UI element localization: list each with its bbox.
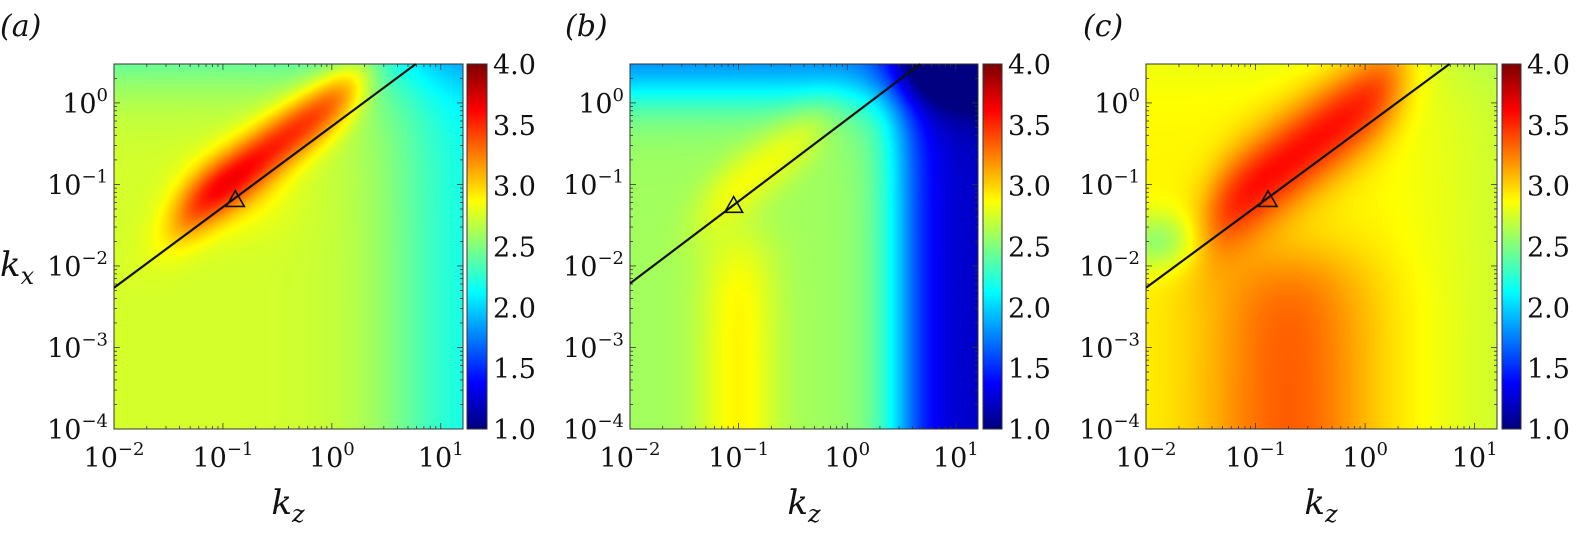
y-tick-label: 100 <box>62 85 108 120</box>
heatmap-field <box>114 64 463 429</box>
colorbar-frame <box>466 63 488 430</box>
x-tick-label: 101 <box>1452 439 1498 474</box>
colorbar-tick-label: 1.0 <box>493 415 536 446</box>
y-tick-labels: 10−4 10−3 10−2 10−1 100 <box>47 85 108 446</box>
y-tick-labels: 10−4 10−3 10−2 10−1 100 <box>563 85 624 446</box>
colorbar-tick-label: 4.0 <box>493 50 536 81</box>
x-tick-label: 100 <box>309 439 355 474</box>
colorbar-tick-label: 2.5 <box>1008 233 1051 264</box>
panel-b: (b) 10−2 10−1 100 101 10−4 10−3 10−2 10−1 100 k… <box>563 9 1051 528</box>
x-tick-label: 10−2 <box>84 439 145 474</box>
y-tick-label: 10−1 <box>1079 166 1140 201</box>
x-tick-label: 100 <box>1342 439 1388 474</box>
x-tick-label: 101 <box>933 439 979 474</box>
x-tick-label: 10−1 <box>192 439 253 474</box>
x-axis-label: kz <box>271 483 305 528</box>
x-tick-label: 100 <box>824 439 870 474</box>
colorbar-frame <box>1501 63 1522 430</box>
colorbar-tick-label: 3.0 <box>1008 172 1051 203</box>
colorbar-gradient <box>1502 64 1521 429</box>
y-tick-label: 10−1 <box>47 166 108 201</box>
grid-ticks <box>1145 63 1497 430</box>
y-tick-label: 100 <box>1094 85 1140 120</box>
y-axis-label: kx <box>0 245 35 290</box>
y-tick-label: 10−4 <box>1079 411 1140 446</box>
grid-ticks <box>629 63 978 430</box>
colorbar-tick-label: 4.0 <box>1008 50 1051 81</box>
x-tick-labels: 10−2 10−1 100 101 <box>84 439 464 474</box>
triangle-marker <box>224 189 246 208</box>
colorbar-tick-label: 4.0 <box>1527 50 1570 81</box>
x-tick-labels: 10−2 10−1 100 101 <box>1116 439 1498 474</box>
colorbar-tick-label: 3.5 <box>493 111 536 142</box>
colorbar-gradient <box>467 64 487 429</box>
panel-label: (b) <box>565 9 608 44</box>
y-tick-label: 10−4 <box>47 411 108 446</box>
panel-a: (a) 10−2 10−1 100 101 10−4 10−3 10−2 10−1 100 k… <box>0 9 536 528</box>
colorbar-tick-label: 1.5 <box>1008 354 1051 385</box>
colorbar-tick-labels: 4.0 3.5 3.0 2.5 2.0 1.5 1.0 <box>1008 50 1051 446</box>
x-tick-label: 10−1 <box>708 439 769 474</box>
colorbar-tick-label: 2.0 <box>1527 293 1570 324</box>
y-tick-label: 10−4 <box>563 411 624 446</box>
y-tick-labels: 10−4 10−3 10−2 10−1 100 <box>1079 85 1140 446</box>
triangle-marker <box>1257 189 1279 208</box>
y-tick-label: 100 <box>578 85 624 120</box>
y-tick-label: 10−2 <box>47 248 108 283</box>
x-tick-label: 10−2 <box>1116 439 1177 474</box>
colorbar-tick-label: 1.0 <box>1527 415 1570 446</box>
colorbar-frame <box>982 63 1003 430</box>
x-axis-label: kz <box>1304 483 1338 528</box>
reference-line <box>113 63 417 289</box>
x-axis-label: kz <box>787 483 821 528</box>
colorbar-tick-label: 3.0 <box>1527 172 1570 203</box>
colorbar-tick-label: 2.5 <box>493 233 536 264</box>
y-tick-label: 10−3 <box>47 329 108 364</box>
colorbar-tick-labels: 4.0 3.5 3.0 2.5 2.0 1.5 1.0 <box>493 50 536 446</box>
y-tick-label: 10−2 <box>563 248 624 283</box>
heatmap-field <box>1146 64 1497 429</box>
x-tick-label: 10−1 <box>1225 439 1286 474</box>
colorbar-tick-label: 3.0 <box>493 172 536 203</box>
x-tick-label: 10−2 <box>600 439 661 474</box>
heatmap-field <box>630 64 978 429</box>
triangle-marker <box>723 194 745 214</box>
reference-line <box>1145 63 1451 289</box>
panel-c: (c) 10−2 10−1 100 101 10−4 10−3 10−2 10−1 100 k… <box>1079 9 1570 528</box>
grid-ticks <box>113 63 463 430</box>
colorbar-tick-label: 3.5 <box>1008 111 1051 142</box>
colorbar-tick-label: 1.0 <box>1008 415 1051 446</box>
colorbar-gradient <box>983 64 1002 429</box>
y-tick-label: 10−1 <box>563 166 624 201</box>
y-tick-label: 10−3 <box>563 329 624 364</box>
colorbar-tick-labels: 4.0 3.5 3.0 2.5 2.0 1.5 1.0 <box>1527 50 1570 446</box>
panel-label: (c) <box>1083 9 1123 44</box>
colorbar-tick-label: 1.5 <box>493 354 536 385</box>
colorbar-tick-label: 1.5 <box>1527 354 1570 385</box>
reference-line <box>629 63 921 285</box>
colorbar-tick-label: 3.5 <box>1527 111 1570 142</box>
colorbar-tick-label: 2.0 <box>1008 293 1051 324</box>
panel-label: (a) <box>0 9 41 44</box>
x-tick-labels: 10−2 10−1 100 101 <box>600 439 979 474</box>
colorbar-tick-label: 2.5 <box>1527 233 1570 264</box>
colorbar-tick-label: 2.0 <box>493 293 536 324</box>
x-tick-label: 101 <box>418 439 464 474</box>
y-tick-label: 10−2 <box>1079 248 1140 283</box>
y-tick-label: 10−3 <box>1079 329 1140 364</box>
